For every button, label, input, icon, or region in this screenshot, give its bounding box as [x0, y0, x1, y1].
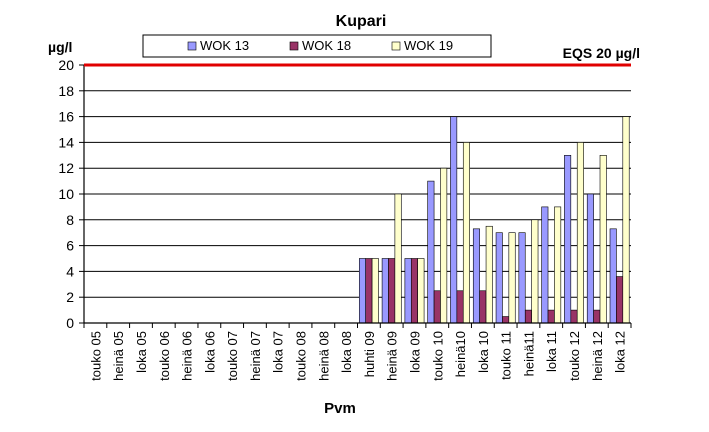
- x-tick-label: touko 11: [499, 331, 514, 380]
- legend-label: WOK 19: [404, 38, 453, 53]
- bar-wok-13: [427, 180, 435, 324]
- bar-wok-18: [479, 290, 487, 324]
- x-tick-label: huhti 09: [362, 331, 377, 377]
- y-tick-labels: 0 2 4 6 8 10 12 14 16 18 20: [58, 57, 74, 331]
- y-tick-label: 8: [66, 212, 74, 228]
- bar-wok-19: [508, 232, 516, 324]
- x-axis-label: Pvm: [324, 400, 356, 417]
- x-tick-label: touko 10: [430, 331, 445, 381]
- bar-wok-18: [502, 316, 510, 324]
- bar-wok-13: [495, 232, 503, 324]
- bar-wok-19: [554, 206, 562, 324]
- y-tick-label: 20: [58, 57, 74, 73]
- axes: [83, 63, 632, 328]
- bars: [358, 116, 630, 324]
- bar-wok-19: [622, 116, 630, 324]
- x-tick-label: heinä 12: [590, 331, 605, 381]
- x-tick-label: loka 11: [544, 331, 559, 372]
- y-tick-label: 14: [58, 134, 74, 150]
- x-tick-label: loka 05: [134, 331, 149, 373]
- bar-wok-19: [371, 258, 379, 324]
- bar-wok-19: [485, 225, 493, 324]
- x-tick-label: heinä 05: [111, 331, 126, 381]
- bar-wok-18: [570, 309, 578, 324]
- x-tick-label: heinä 08: [316, 331, 331, 381]
- x-tick-label: loka 08: [339, 331, 354, 373]
- y-tick-label: 12: [58, 160, 74, 176]
- bar-wok-18: [433, 290, 441, 324]
- x-tick-labels: touko 05 heinä 05 loka 05 touko 06 heinä 06 l…: [88, 331, 627, 381]
- legend-label: WOK 13: [200, 38, 249, 53]
- bar-wok-13: [358, 258, 366, 324]
- eqs-label: EQS 20 µg/l: [563, 45, 640, 61]
- x-tick-label: loka 07: [271, 331, 286, 373]
- bar-wok-13: [472, 228, 480, 324]
- bar-wok-13: [541, 206, 549, 324]
- y-tick-label: 18: [58, 83, 74, 99]
- bar-wok-19: [531, 219, 539, 324]
- bar-wok-18: [593, 309, 601, 324]
- x-tick-label: heinä11: [521, 331, 536, 376]
- bar-wok-18: [388, 258, 396, 324]
- bar-wok-18: [410, 258, 418, 324]
- legend: WOK 13 WOK 18 WOK 19: [142, 34, 492, 58]
- bar-wok-13: [381, 258, 389, 324]
- x-tick-label: loka 06: [202, 331, 217, 373]
- x-tick-label: loka 10: [476, 331, 491, 373]
- bar-wok-13: [450, 116, 458, 324]
- bar-wok-19: [440, 167, 448, 324]
- x-tick-label: touko 12: [567, 331, 582, 381]
- bar-wok-18: [547, 309, 555, 324]
- legend-swatch: [391, 41, 401, 51]
- x-tick-label: touko 05: [88, 331, 103, 381]
- y-tick-label: 10: [58, 186, 74, 202]
- bar-wok-19: [576, 142, 584, 324]
- bar-wok-18: [616, 276, 624, 324]
- x-tick-label: touko 08: [294, 331, 309, 381]
- bar-wok-18: [524, 309, 532, 324]
- bar-wok-19: [462, 142, 470, 324]
- x-tick-label: heinä 07: [248, 331, 263, 381]
- x-tick-label: heinä10: [453, 331, 468, 377]
- bar-wok-13: [518, 232, 526, 324]
- chart-title: Kupari: [336, 13, 387, 30]
- x-tick-label: heinä 09: [385, 331, 400, 381]
- y-tick-label: 16: [58, 109, 74, 125]
- x-tick-label: heinä 06: [180, 331, 195, 381]
- legend-label: WOK 18: [302, 38, 351, 53]
- y-tick-label: 2: [66, 289, 74, 305]
- bar-wok-19: [417, 258, 425, 324]
- bar-wok-19: [394, 193, 402, 324]
- bar-wok-13: [586, 193, 594, 324]
- bar-wok-13: [609, 228, 617, 324]
- bar-wok-13: [404, 258, 412, 324]
- legend-swatch: [289, 41, 299, 51]
- x-tick-label: loka 12: [613, 331, 628, 373]
- bar-wok-18: [456, 290, 464, 324]
- y-tick-label: 6: [66, 238, 74, 254]
- bar-wok-13: [564, 155, 572, 324]
- x-tick-label: loka 09: [407, 331, 422, 373]
- x-tick-label: touko 07: [225, 331, 240, 381]
- y-axis-label: µg/l: [48, 39, 72, 55]
- bar-wok-19: [599, 155, 607, 324]
- y-tick-label: 4: [66, 263, 74, 279]
- legend-swatch: [187, 41, 197, 51]
- y-tick-label: 0: [66, 315, 74, 331]
- x-tick-label: touko 06: [157, 331, 172, 381]
- bar-wok-18: [365, 258, 373, 324]
- legend-box: [142, 34, 492, 58]
